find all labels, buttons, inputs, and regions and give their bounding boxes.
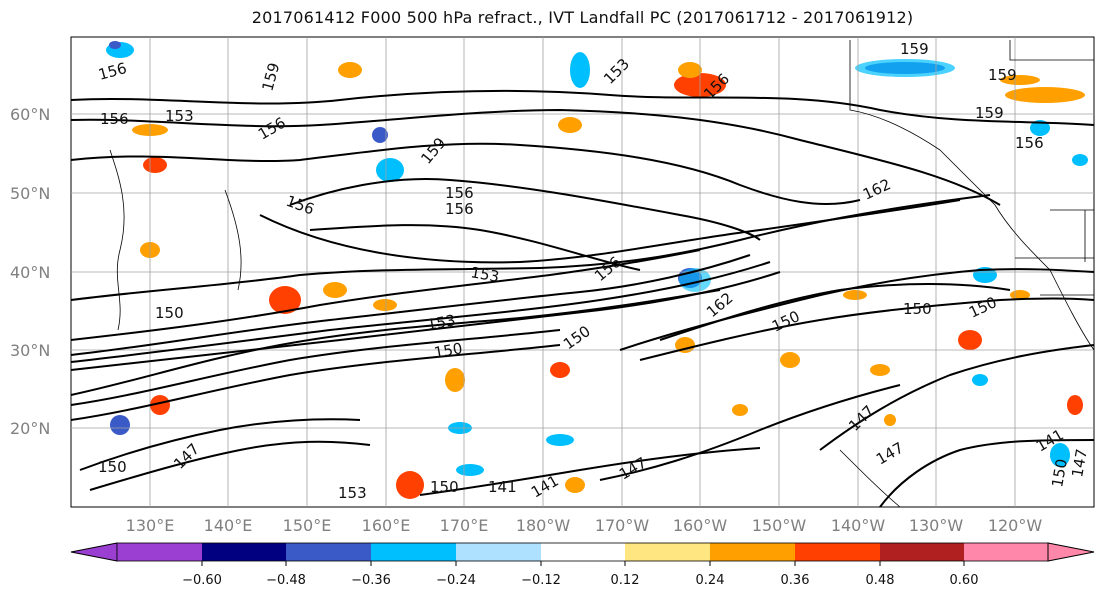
contour-label: 147 (1068, 447, 1091, 478)
contour-label: 156 (445, 184, 474, 202)
lon-label: 130°W (909, 516, 964, 535)
lon-label: 150°W (752, 516, 807, 535)
lon-label: 160°W (673, 516, 728, 535)
contour-label: 156 (445, 200, 474, 218)
contour-label: 153 (426, 311, 457, 334)
lon-label: 160°E (362, 516, 411, 535)
colorbar-tick-label: 0.12 (611, 573, 640, 588)
colorbar-tick-label: 0.24 (696, 573, 725, 588)
contour-label: 159 (988, 66, 1017, 84)
contour-label: 150 (430, 478, 459, 496)
lat-label-50n: 50°N (10, 184, 50, 203)
contour-label: 150 (1048, 457, 1071, 488)
colorbar-bin (456, 543, 541, 561)
contour-label: 159 (900, 40, 929, 58)
colorbar-bin (371, 543, 456, 561)
longitude-labels: 130°E 140°E 150°E 160°E 170°E 180°W 170°… (126, 516, 1043, 535)
contour-label: 156 (100, 110, 129, 128)
colorbar-bin (795, 543, 880, 561)
lon-label: 120°W (988, 516, 1043, 535)
colorbar-tick-label: 0.36 (781, 573, 810, 588)
lon-label: 170°W (595, 516, 650, 535)
colorbar-tick-label: −0.24 (436, 573, 476, 588)
contour-label: 150 (98, 458, 127, 476)
lon-label: 150°E (283, 516, 332, 535)
colorbar: −0.60 −0.48 −0.36 −0.24 −0.12 0.12 0.24 0.36 0.4… (70, 542, 1095, 588)
map-title: 2017061412 F000 500 hPa refract., IVT La… (251, 8, 914, 27)
colorbar-tick-label: −0.60 (182, 573, 222, 588)
colorbar-tick-label: 0.60 (950, 573, 979, 588)
colorbar-tick-label: −0.12 (521, 573, 561, 588)
colorbar-bin (541, 543, 625, 561)
contour-label: 150 (155, 304, 184, 322)
lat-label-40n: 40°N (10, 263, 50, 282)
colorbar-extend-left (70, 542, 118, 562)
lon-label: 140°E (204, 516, 253, 535)
colorbar-bin (286, 543, 371, 561)
colorbar-bin (202, 543, 286, 561)
latitude-labels: 20°N 30°N 40°N 50°N 60°N (10, 105, 50, 438)
colorbar-bin (964, 543, 1048, 561)
colorbar-bin (625, 543, 710, 561)
colorbar-tick-label: −0.36 (351, 573, 391, 588)
colorbar-bin (117, 543, 202, 561)
coastlines (109, 40, 1095, 508)
lat-label-60n: 60°N (10, 105, 50, 124)
contour-label: 141 (488, 478, 517, 496)
colorbar-tick-label: −0.48 (266, 573, 306, 588)
contour-label: 153 (338, 484, 367, 502)
colorbar-extend-right (1047, 542, 1095, 562)
contour-label: 159 (975, 104, 1004, 122)
refractivity-contours (70, 89, 1095, 508)
contour-label: 150 (903, 300, 932, 318)
lon-label: 140°W (831, 516, 886, 535)
contour-label: 153 (165, 107, 194, 125)
colorbar-tick-label: 0.48 (866, 573, 895, 588)
lon-label: 170°E (440, 516, 489, 535)
colorbar-bin (880, 543, 964, 561)
contour-label: 153 (469, 263, 500, 286)
contour-label: 156 (1015, 134, 1044, 152)
lon-label: 180°W (516, 516, 571, 535)
graticule (71, 37, 1094, 507)
colorbar-bin (710, 543, 795, 561)
lat-label-30n: 30°N (10, 341, 50, 360)
contour-label: 150 (433, 339, 464, 362)
lat-label-20n: 20°N (10, 419, 50, 438)
lon-label: 130°E (126, 516, 175, 535)
